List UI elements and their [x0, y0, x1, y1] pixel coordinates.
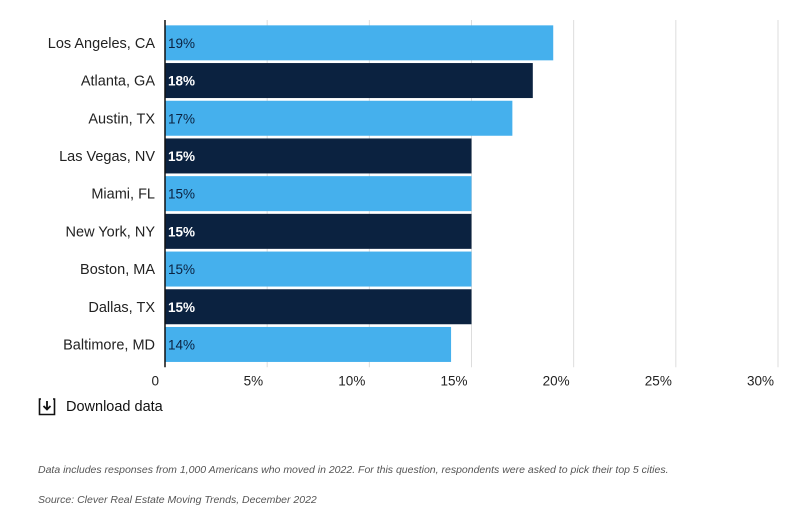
x-tick-label: 25%	[645, 373, 672, 388]
category-label: Austin, TX	[88, 111, 155, 127]
data-label: 15%	[168, 187, 195, 202]
data-label: 19%	[168, 36, 195, 51]
category-label: Atlanta, GA	[81, 74, 155, 90]
download-data-button[interactable]: Download data	[38, 398, 163, 416]
bar	[165, 289, 472, 325]
bar	[165, 138, 472, 174]
x-tick-label: 20%	[543, 373, 570, 388]
bar	[165, 326, 452, 362]
data-label: 17%	[168, 111, 195, 126]
bar	[165, 25, 554, 61]
chart-note: Data includes responses from 1,000 Ameri…	[38, 464, 669, 476]
data-label: 15%	[168, 224, 195, 239]
data-label: 14%	[168, 337, 195, 352]
x-tick-label: 30%	[747, 373, 774, 388]
data-label: 15%	[168, 149, 195, 164]
bar	[165, 213, 472, 249]
category-label: Las Vegas, NV	[59, 149, 155, 165]
x-tick-label: 5%	[244, 373, 264, 388]
data-label: 15%	[168, 300, 195, 315]
chart-source: Source: Clever Real Estate Moving Trends…	[38, 494, 317, 506]
bar	[165, 176, 472, 212]
bar-chart: Los Angeles, CA 19% Atlanta, GA 18% Austin, …	[48, 20, 779, 388]
bar	[165, 251, 472, 287]
data-label: 15%	[168, 262, 195, 277]
x-tick-label: 0	[151, 373, 159, 388]
category-label: Miami, FL	[91, 187, 155, 203]
category-label: Baltimore, MD	[63, 337, 155, 353]
bar	[165, 63, 533, 99]
download-icon	[38, 398, 56, 416]
x-tick-label: 10%	[338, 373, 365, 388]
download-data-label: Download data	[66, 399, 163, 415]
data-label: 18%	[168, 74, 195, 89]
category-label: Dallas, TX	[88, 300, 155, 316]
x-tick-label: 15%	[440, 373, 467, 388]
category-label: Los Angeles, CA	[48, 36, 156, 52]
category-label: New York, NY	[66, 224, 156, 240]
category-label: Boston, MA	[80, 262, 155, 278]
bar	[165, 100, 513, 136]
